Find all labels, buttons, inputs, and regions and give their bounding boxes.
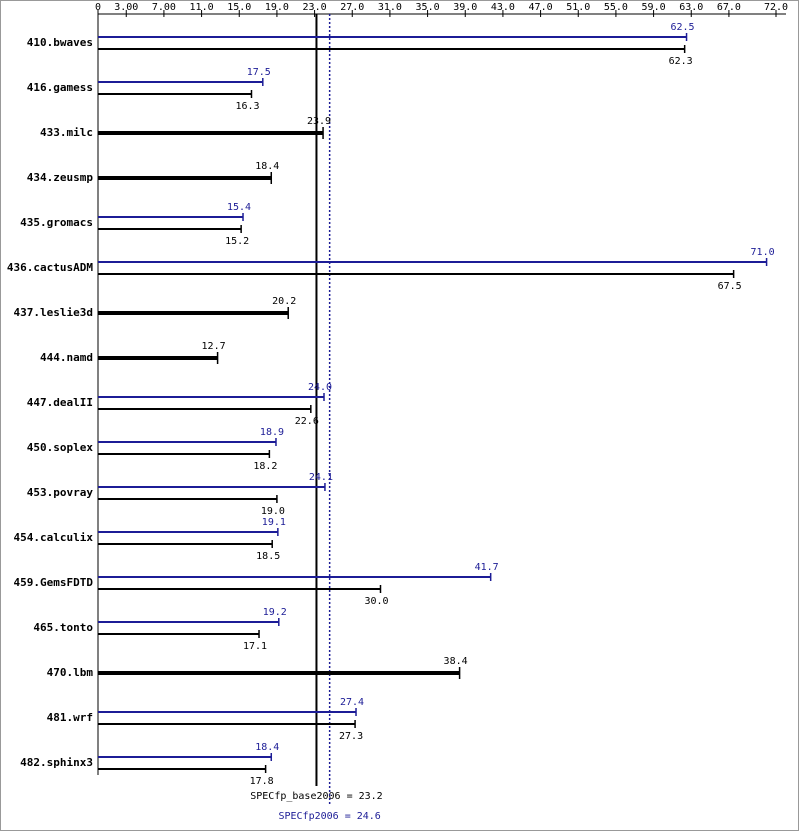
category-label: 470.lbm bbox=[47, 666, 94, 679]
x-tick-label: 63.0 bbox=[679, 2, 703, 13]
category-label: 434.zeusmp bbox=[27, 171, 94, 184]
value-label: 62.5 bbox=[670, 22, 694, 33]
x-tick-label: 67.0 bbox=[717, 2, 741, 13]
value-label: 19.1 bbox=[262, 517, 286, 528]
category-label: 447.dealII bbox=[27, 396, 93, 409]
reference-label: SPECfp_base2006 = 23.2 bbox=[250, 791, 382, 802]
x-tick-label: 55.0 bbox=[604, 2, 628, 13]
value-label: 62.3 bbox=[669, 56, 693, 67]
x-tick-label: 39.0 bbox=[453, 2, 477, 13]
category-label: 465.tonto bbox=[33, 621, 93, 634]
value-label: 24.0 bbox=[308, 382, 332, 393]
x-tick-label: 72.0 bbox=[764, 2, 788, 13]
x-tick-label: 51.0 bbox=[566, 2, 590, 13]
x-tick-label: 7.00 bbox=[152, 2, 176, 13]
x-tick-label: 0 bbox=[95, 2, 101, 13]
value-label: 17.5 bbox=[247, 67, 271, 78]
value-label: 41.7 bbox=[475, 562, 499, 573]
value-label: 22.6 bbox=[295, 416, 319, 427]
category-label: 481.wrf bbox=[47, 711, 93, 724]
category-label: 450.soplex bbox=[27, 441, 94, 454]
value-label: 15.2 bbox=[225, 236, 249, 247]
value-label: 27.3 bbox=[339, 731, 363, 742]
category-label: 453.povray bbox=[27, 486, 94, 499]
value-label: 23.9 bbox=[307, 116, 331, 127]
value-label: 17.8 bbox=[250, 776, 274, 787]
x-tick-label: 31.0 bbox=[378, 2, 402, 13]
category-label: 437.leslie3d bbox=[14, 306, 93, 319]
category-label: 436.cactusADM bbox=[7, 261, 93, 274]
value-label: 18.4 bbox=[255, 742, 279, 753]
reference-label: SPECfp2006 = 24.6 bbox=[278, 811, 380, 822]
value-label: 18.9 bbox=[260, 427, 284, 438]
x-tick-label: 11.0 bbox=[190, 2, 214, 13]
value-label: 38.4 bbox=[444, 656, 468, 667]
x-tick-label: 43.0 bbox=[491, 2, 515, 13]
value-label: 67.5 bbox=[718, 281, 742, 292]
value-label: 17.1 bbox=[243, 641, 267, 652]
x-tick-label: 3.00 bbox=[114, 2, 138, 13]
value-label: 18.2 bbox=[253, 461, 277, 472]
category-label: 416.gamess bbox=[27, 81, 93, 94]
category-label: 410.bwaves bbox=[27, 36, 93, 49]
x-tick-label: 19.0 bbox=[265, 2, 289, 13]
value-label: 19.0 bbox=[261, 506, 285, 517]
value-label: 16.3 bbox=[235, 101, 259, 112]
value-label: 18.5 bbox=[256, 551, 280, 562]
x-tick-label: 35.0 bbox=[416, 2, 440, 13]
category-label: 435.gromacs bbox=[20, 216, 93, 229]
value-label: 20.2 bbox=[272, 296, 296, 307]
category-label: 482.sphinx3 bbox=[20, 756, 93, 769]
category-label: 444.namd bbox=[40, 351, 93, 364]
value-label: 18.4 bbox=[255, 161, 279, 172]
value-label: 12.7 bbox=[202, 341, 226, 352]
value-label: 15.4 bbox=[227, 202, 251, 213]
category-label: 459.GemsFDTD bbox=[14, 576, 94, 589]
value-label: 19.2 bbox=[263, 607, 287, 618]
category-label: 454.calculix bbox=[14, 531, 94, 544]
value-label: 27.4 bbox=[340, 697, 364, 708]
x-tick-label: 59.0 bbox=[642, 2, 666, 13]
value-label: 30.0 bbox=[364, 596, 388, 607]
value-label: 71.0 bbox=[751, 247, 775, 258]
value-label: 24.1 bbox=[309, 472, 333, 483]
x-tick-label: 47.0 bbox=[529, 2, 553, 13]
x-tick-label: 27.0 bbox=[340, 2, 364, 13]
x-tick-label: 23.0 bbox=[303, 2, 327, 13]
category-label: 433.milc bbox=[40, 126, 93, 139]
x-tick-label: 15.0 bbox=[227, 2, 251, 13]
